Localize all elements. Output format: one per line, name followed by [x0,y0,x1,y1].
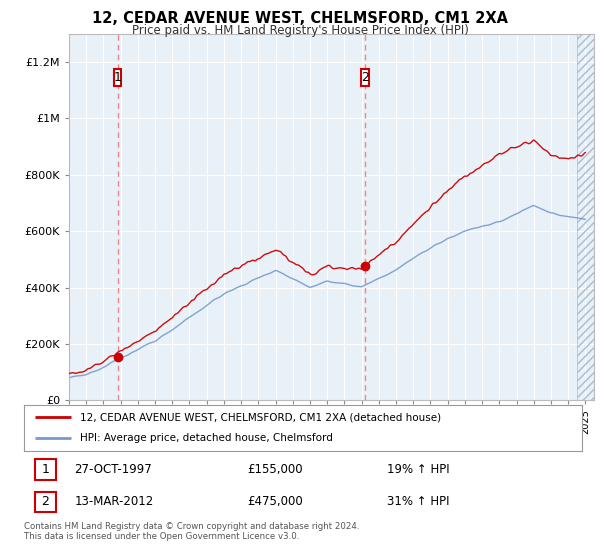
Text: 19% ↑ HPI: 19% ↑ HPI [387,463,449,476]
Text: 31% ↑ HPI: 31% ↑ HPI [387,496,449,508]
FancyBboxPatch shape [35,459,56,480]
Text: Price paid vs. HM Land Registry's House Price Index (HPI): Price paid vs. HM Land Registry's House … [131,24,469,36]
Text: 13-MAR-2012: 13-MAR-2012 [74,496,154,508]
Bar [361,69,369,86]
Text: Contains HM Land Registry data © Crown copyright and database right 2024.
This d: Contains HM Land Registry data © Crown c… [24,522,359,542]
Text: £475,000: £475,000 [247,496,303,508]
Text: 2: 2 [41,496,49,508]
Text: 2: 2 [361,71,369,84]
FancyBboxPatch shape [35,492,56,512]
Text: 1: 1 [41,463,49,476]
Text: 27-OCT-1997: 27-OCT-1997 [74,463,152,476]
Text: 1: 1 [113,71,121,84]
Text: 12, CEDAR AVENUE WEST, CHELMSFORD, CM1 2XA (detached house): 12, CEDAR AVENUE WEST, CHELMSFORD, CM1 2… [80,412,441,422]
Text: 12, CEDAR AVENUE WEST, CHELMSFORD, CM1 2XA: 12, CEDAR AVENUE WEST, CHELMSFORD, CM1 2… [92,11,508,26]
Text: HPI: Average price, detached house, Chelmsford: HPI: Average price, detached house, Chel… [80,433,332,444]
Text: £155,000: £155,000 [247,463,303,476]
Bar [114,69,121,86]
